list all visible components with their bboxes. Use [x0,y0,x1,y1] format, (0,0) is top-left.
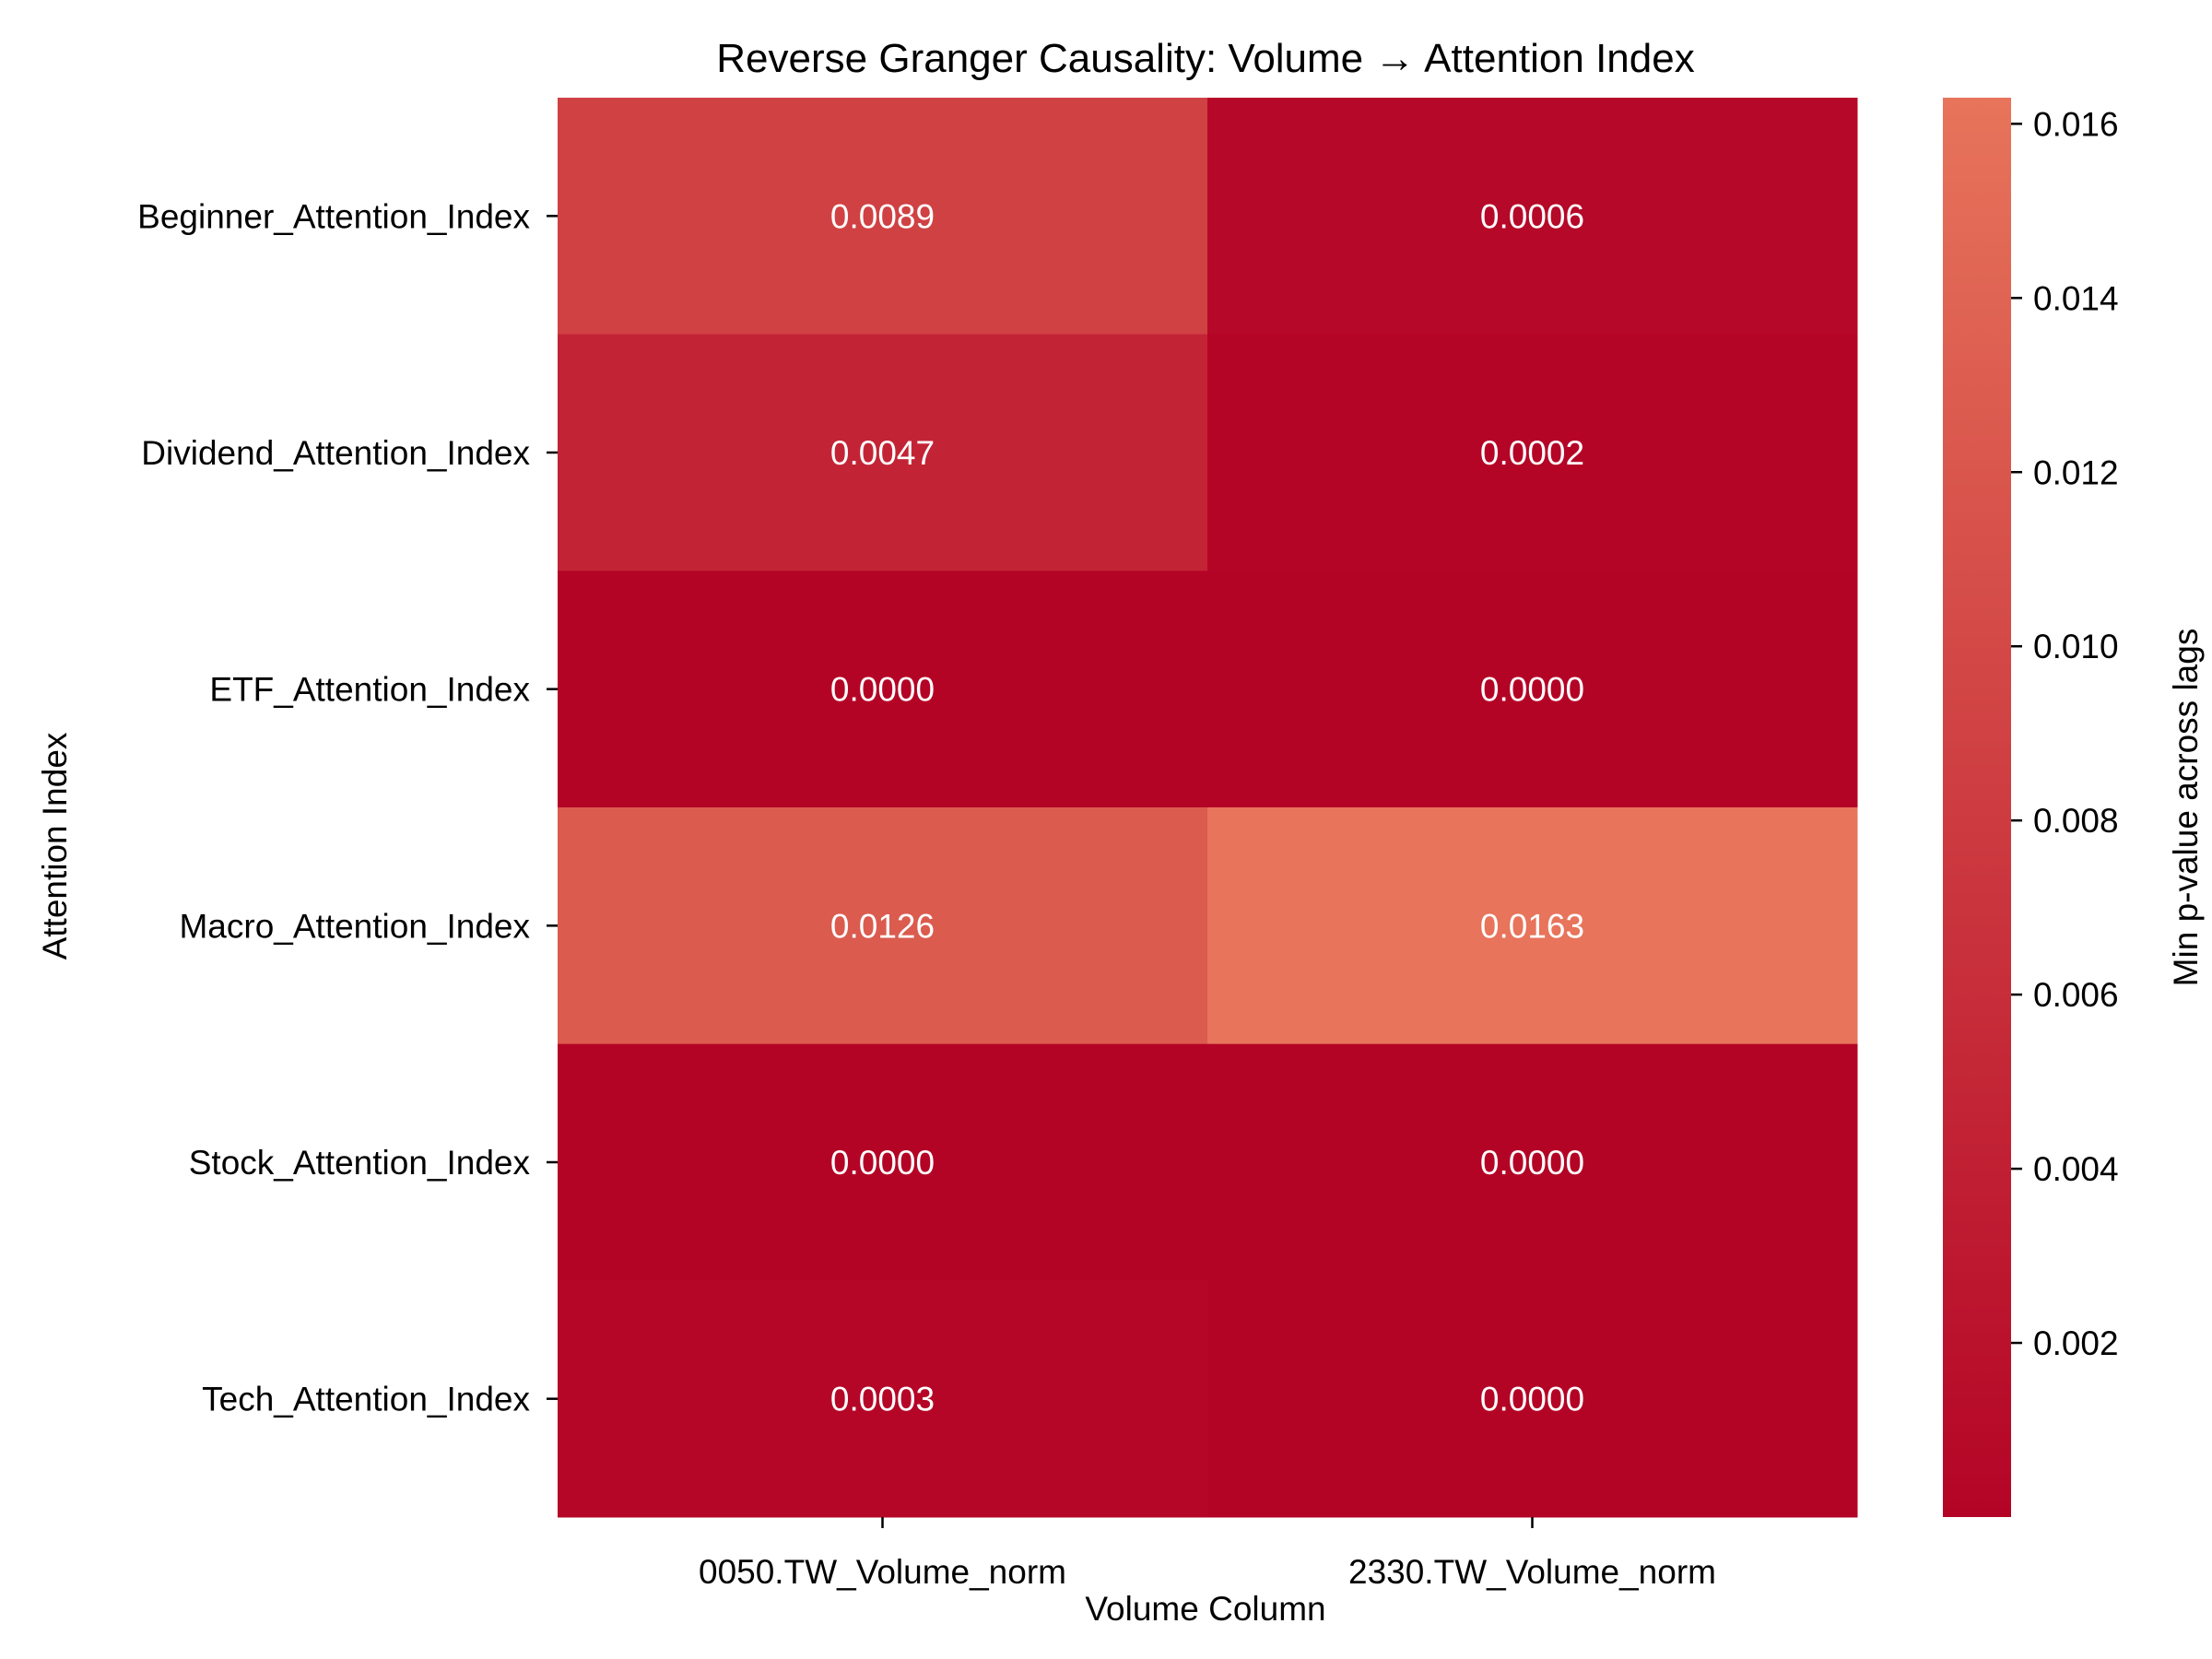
heatmap-cell [558,334,1208,571]
y-axis-label: Attention Index [36,732,74,959]
colorbar-tick-label: 0.002 [2033,1324,2119,1362]
x-tick-labels: 0050.TW_Volume_norm 2330.TW_Volume_norm [699,1517,1716,1591]
colorbar [1943,98,2011,1517]
colorbar-tick-label: 0.006 [2033,976,2119,1014]
heatmap-cell [558,98,1208,335]
colorbar-tick-label: 0.010 [2033,628,2119,665]
heatmap-cell [1207,571,1858,808]
y-tick-label: ETF_Attention_Index [209,671,530,709]
colorbar-label: Min p-value across lags [2167,629,2205,987]
x-axis-label: Volume Column [1085,1590,1325,1628]
x-tick-label: 0050.TW_Volume_norm [699,1553,1066,1591]
colorbar-tick-label: 0.008 [2033,802,2119,840]
cell-value-label: 0.0003 [830,1381,935,1418]
heatmap-cell [1207,98,1858,335]
y-tick-label: Stock_Attention_Index [189,1144,531,1182]
colorbar-ticks: 0.002 0.004 0.006 0.008 0.010 0.012 0.014 0.016 [2011,105,2119,1362]
x-tick-label: 2330.TW_Volume_norm [1348,1553,1716,1591]
heatmap-cells: 0.0089 0.0006 0.0047 0.0002 0.0000 0.0000 0.01… [558,98,1858,1518]
heatmap-cell [558,1043,1208,1281]
cell-value-label: 0.0000 [830,671,935,709]
heatmap-cell [1207,1280,1858,1518]
y-tick-label: Dividend_Attention_Index [141,434,530,472]
cell-value-label: 0.0000 [1480,1381,1584,1418]
cell-value-label: 0.0163 [1480,907,1584,945]
y-tick-labels: Beginner_Attention_Index Dividend_Attenti… [137,197,558,1418]
cell-value-label: 0.0002 [1480,434,1584,472]
cell-value-label: 0.0006 [1480,197,1584,235]
heatmap-cell [558,571,1208,808]
heatmap-cell [1207,334,1858,571]
heatmap-cell [1207,807,1858,1045]
heatmap-cell [558,1280,1208,1518]
cell-value-label: 0.0089 [830,197,935,235]
y-tick-label: Macro_Attention_Index [179,907,530,945]
chart-title: Reverse Granger Causality: Volume → Atte… [716,36,1694,81]
y-tick-label: Tech_Attention_Index [202,1381,530,1418]
y-tick-label: Beginner_Attention_Index [137,197,530,235]
heatmap-cell [558,807,1208,1045]
heatmap-cell [1207,1043,1858,1281]
cell-value-label: 0.0047 [830,434,935,472]
colorbar-tick-label: 0.004 [2033,1150,2119,1188]
cell-value-label: 0.0000 [1480,671,1584,709]
cell-value-label: 0.0000 [830,1144,935,1182]
cell-value-label: 0.0000 [1480,1144,1584,1182]
colorbar-tick-label: 0.016 [2033,105,2119,143]
colorbar-tick-label: 0.014 [2033,279,2119,317]
colorbar-tick-label: 0.012 [2033,453,2119,491]
cell-value-label: 0.0126 [830,907,935,945]
